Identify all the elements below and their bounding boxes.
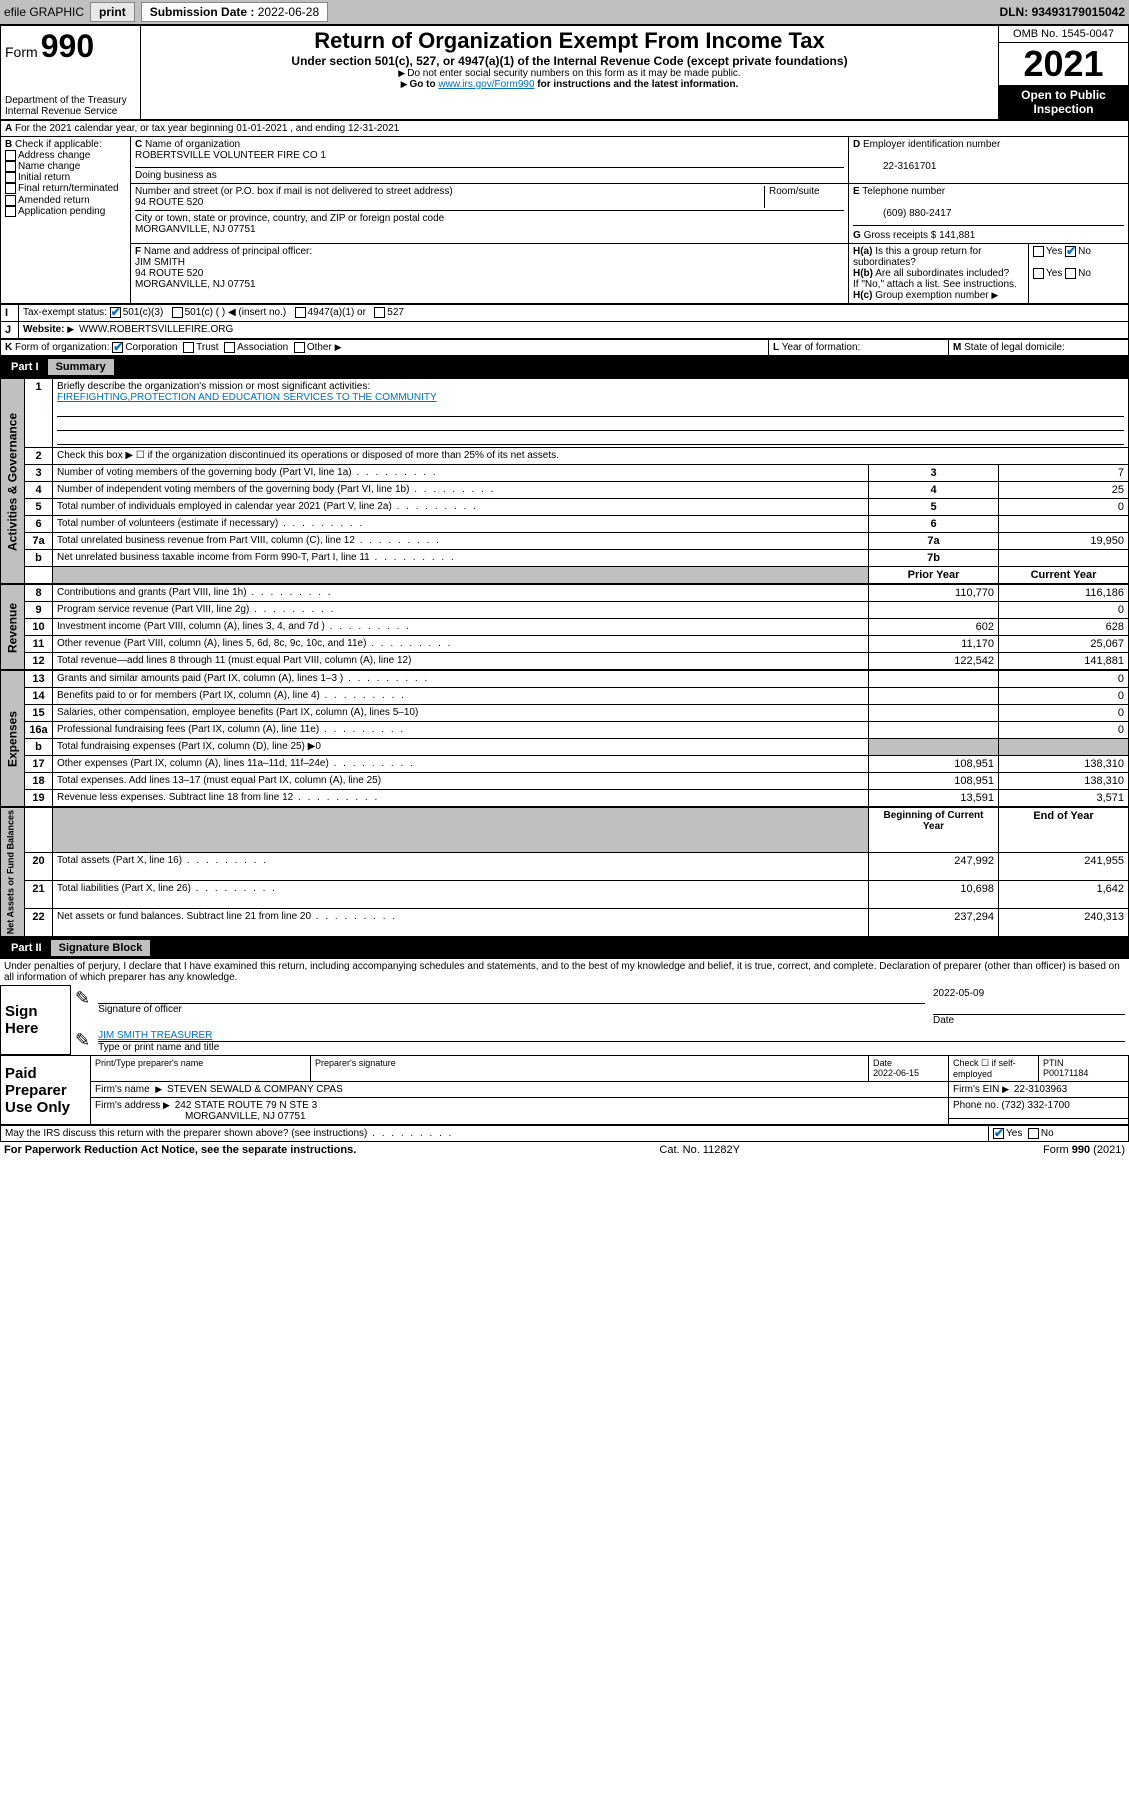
print-button[interactable]: print xyxy=(90,2,135,22)
org-name: ROBERTSVILLE VOLUNTEER FIRE CO 1 xyxy=(135,150,326,161)
officer-signed[interactable]: JIM SMITH TREASURER xyxy=(98,1030,212,1041)
tax-year-line: For the 2021 calendar year, or tax year … xyxy=(15,123,399,134)
website: WWW.ROBERTSVILLEFIRE.ORG xyxy=(79,324,233,335)
telephone: (609) 880-2417 xyxy=(853,208,951,219)
officer-name: JIM SMITH xyxy=(135,257,185,268)
firm-ein: 22-3103963 xyxy=(1014,1084,1067,1095)
part1-activities: Activities & Governance 1 Briefly descri… xyxy=(0,378,1129,584)
check-applicable: B Check if applicable: Address change Na… xyxy=(1,137,131,304)
form-word: Form xyxy=(5,44,38,60)
part1-netassets: Net Assets or Fund Balances Beginning of… xyxy=(0,807,1129,937)
form-org-block: K Form of organization: Corporation Trus… xyxy=(0,339,1129,356)
part2-title: Signature Block xyxy=(51,940,151,956)
firm-phone: (732) 332-1700 xyxy=(1001,1100,1069,1111)
form-subtitle: Under section 501(c), 527, or 4947(a)(1)… xyxy=(145,54,994,68)
preparer-date: 2022-06-15 xyxy=(873,1068,919,1078)
form-title: Return of Organization Exempt From Incom… xyxy=(145,28,994,54)
submission-date-box: Submission Date : 2022-06-28 xyxy=(141,2,328,22)
top-toolbar: efile GRAPHIC print Submission Date : 20… xyxy=(0,0,1129,24)
page-footer: For Paperwork Reduction Act Notice, see … xyxy=(0,1142,1129,1158)
part1-header: Part I xyxy=(5,359,45,375)
irs-link[interactable]: www.irs.gov/Form990 xyxy=(438,79,534,90)
firm-name: STEVEN SEWALD & COMPANY CPAS xyxy=(167,1084,343,1095)
pen-icon: ✎ xyxy=(71,986,95,1028)
part1-revenue: Revenue 8Contributions and grants (Part … xyxy=(0,584,1129,670)
gross-receipts: 141,881 xyxy=(939,230,975,241)
sidebar-netassets: Net Assets or Fund Balances xyxy=(1,808,25,937)
irs-label: Internal Revenue Service xyxy=(5,106,136,117)
street-address: 94 ROUTE 520 xyxy=(135,197,203,208)
mission-text[interactable]: FIREFIGHTING,PROTECTION AND EDUCATION SE… xyxy=(57,392,437,403)
status-block: I Tax-exempt status: 501(c)(3) 501(c) ( … xyxy=(0,304,1129,339)
form-number: 990 xyxy=(41,28,94,64)
paid-preparer-block: Paid Preparer Use Only Print/Type prepar… xyxy=(0,1055,1129,1125)
sidebar-activities: Activities & Governance xyxy=(1,379,25,584)
paid-preparer-label: Paid Preparer Use Only xyxy=(1,1056,91,1125)
note-goto: Go to www.irs.gov/Form990 for instructio… xyxy=(145,79,994,90)
dln-box: DLN: 93493179015042 xyxy=(1000,5,1125,19)
sidebar-revenue: Revenue xyxy=(1,585,25,670)
pen-icon: ✎ xyxy=(71,1028,95,1055)
signature-date: 2022-05-09 xyxy=(933,988,1125,999)
omb-number: OMB No. 1545-0047 xyxy=(999,26,1128,43)
dept-treasury: Department of the Treasury xyxy=(5,95,136,106)
ptin: P00171184 xyxy=(1043,1068,1088,1078)
tax-year: 2021 xyxy=(999,43,1128,85)
discuss-preparer: May the IRS discuss this return with the… xyxy=(1,1126,989,1142)
open-inspection: Open to Public Inspection xyxy=(999,85,1128,119)
efile-label: efile GRAPHIC xyxy=(4,5,84,19)
perjury-declaration: Under penalties of perjury, I declare th… xyxy=(0,959,1129,985)
firm-address: 242 STATE ROUTE 79 N STE 3 xyxy=(175,1100,317,1111)
sign-here-label: Sign Here xyxy=(1,986,71,1055)
form-header: Form 990 Department of the Treasury Inte… xyxy=(0,24,1129,120)
part1-expenses: Expenses 13Grants and similar amounts pa… xyxy=(0,670,1129,807)
identity-block: A For the 2021 calendar year, or tax yea… xyxy=(0,120,1129,304)
sign-here-block: Sign Here ✎ Signature of officer 2022-05… xyxy=(0,985,1129,1055)
note-ssn: Do not enter social security numbers on … xyxy=(145,68,994,79)
city-state-zip: MORGANVILLE, NJ 07751 xyxy=(135,224,256,235)
part1-title: Summary xyxy=(48,359,114,375)
part2-header: Part II xyxy=(5,940,48,956)
ein: 22-3161701 xyxy=(853,161,936,172)
sidebar-expenses: Expenses xyxy=(1,671,25,807)
